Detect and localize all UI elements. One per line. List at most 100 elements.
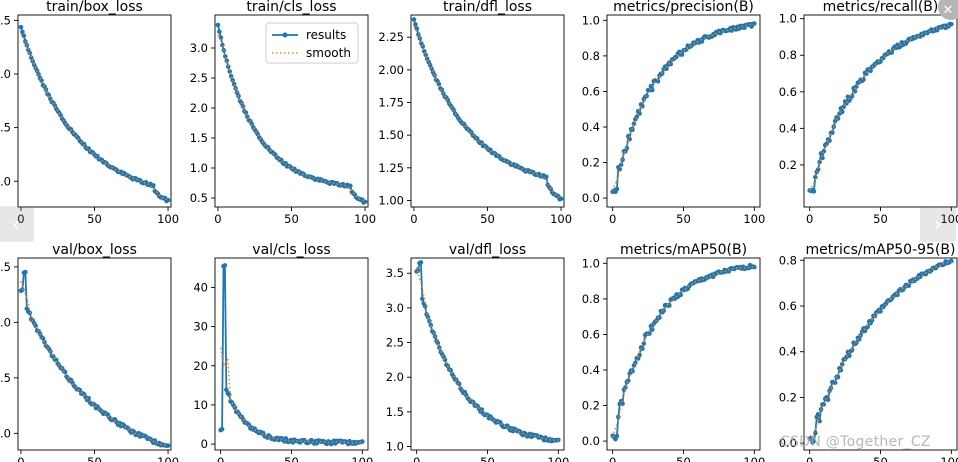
- smooth-line: [809, 24, 952, 192]
- x-tick-label: 100: [550, 212, 572, 226]
- results-point: [624, 145, 630, 151]
- plot-frame: [214, 257, 369, 451]
- results-point: [226, 392, 232, 398]
- close-icon: ✕: [942, 2, 954, 18]
- y-tick-label: 0.4: [582, 363, 600, 377]
- y-tick-label: 1.0: [582, 256, 600, 270]
- smooth-line: [219, 347, 363, 444]
- smooth-line: [413, 26, 562, 199]
- plot-frame: [803, 14, 958, 208]
- results-point: [949, 21, 954, 27]
- chevron-right-icon: ›: [934, 212, 942, 236]
- plot-frame: [606, 14, 761, 208]
- results-point: [865, 324, 871, 330]
- results-point: [18, 24, 24, 30]
- smooth-line: [217, 34, 366, 202]
- results-point: [640, 346, 645, 352]
- x-tick-label: 0: [413, 455, 420, 462]
- results-point: [815, 167, 821, 172]
- y-tick-label: 1.0: [0, 174, 11, 188]
- y-tick-label: 2.5: [0, 260, 11, 274]
- chart-title: metrics/mAP50(B): [620, 242, 747, 258]
- results-point: [832, 380, 838, 385]
- x-tick-label: 50: [480, 212, 495, 226]
- y-tick-label: 0.5: [190, 191, 208, 205]
- results-point: [348, 183, 353, 189]
- smooth-line: [415, 266, 559, 442]
- results-point: [224, 58, 230, 64]
- y-tick-label: 0.8: [779, 253, 797, 267]
- x-tick-label: 100: [743, 455, 765, 462]
- y-tick-label: 1.5: [0, 371, 11, 385]
- results-point: [650, 87, 655, 93]
- results-point: [20, 287, 25, 293]
- legend: results smooth: [265, 22, 359, 64]
- x-tick-label: 0: [17, 212, 24, 226]
- next-image-button[interactable]: ›: [920, 206, 956, 242]
- y-tick-label: 0.4: [582, 120, 600, 134]
- x-tick-label: 0: [410, 212, 417, 226]
- results-point: [655, 78, 661, 84]
- x-tick-label: 100: [354, 212, 376, 226]
- y-tick-label: 3.0: [386, 301, 404, 315]
- legend-results-label: results: [306, 28, 346, 42]
- results-line: [20, 270, 169, 447]
- results-point: [232, 405, 238, 410]
- x-tick-label: 50: [87, 212, 102, 226]
- y-tick-label: 3.5: [386, 266, 404, 280]
- x-tick-label: 0: [806, 455, 813, 462]
- results-point: [225, 64, 231, 69]
- x-tick-label: 50: [676, 212, 691, 226]
- y-tick-label: 1.0: [386, 440, 404, 454]
- results-point: [664, 66, 669, 72]
- results-point: [811, 189, 817, 194]
- results-point: [435, 340, 441, 346]
- x-tick-label: 100: [547, 455, 569, 462]
- results-line: [20, 26, 169, 203]
- results-point: [657, 315, 662, 320]
- chart-title: val/cls_loss: [252, 242, 330, 258]
- results-point: [839, 109, 845, 115]
- results-line: [809, 259, 952, 445]
- chart-title: train/box_loss: [46, 0, 143, 15]
- chart-title: metrics/precision(B): [613, 0, 754, 15]
- results-point: [895, 292, 900, 298]
- y-tick-label: 0.8: [779, 48, 797, 62]
- results-point: [411, 17, 417, 22]
- y-tick-label: 0.6: [582, 84, 600, 98]
- chart-val-box-loss: val/box_loss 0 50 100 1.0 1.5 2.0 2.5: [0, 242, 179, 462]
- y-tick-label: 1.0: [0, 426, 11, 440]
- y-tick-label: 0.4: [779, 121, 797, 135]
- chart-title: metrics/mAP50-95(B): [806, 242, 956, 258]
- previous-image-button[interactable]: ‹: [0, 206, 34, 242]
- y-tick-label: 20: [193, 359, 208, 373]
- x-tick-label: 0: [217, 455, 224, 462]
- chevron-left-icon: ‹: [12, 212, 20, 236]
- y-tick-label: 0.0: [582, 434, 600, 448]
- results-point: [618, 162, 624, 167]
- chart-train-dfl-loss: train/dfl_loss 0 50 100 1.00 1.25 1.50 1.75 2.00…: [378, 0, 572, 226]
- y-tick-label: 0.0: [779, 436, 797, 450]
- x-tick-label: 100: [743, 212, 765, 226]
- y-tick-label: 1.0: [190, 161, 208, 175]
- y-tick-label: 0.6: [582, 327, 600, 341]
- smooth-line: [20, 33, 169, 201]
- results-point: [360, 439, 365, 444]
- results-point: [217, 29, 222, 35]
- results-point: [165, 443, 171, 448]
- y-tick-label: 2.5: [386, 336, 404, 350]
- results-point: [544, 174, 549, 180]
- results-point: [813, 430, 818, 436]
- x-tick-label: 50: [87, 455, 102, 462]
- y-tick-label: 0.6: [779, 299, 797, 313]
- close-button[interactable]: ✕: [938, 0, 958, 20]
- y-tick-label: 0.6: [779, 85, 797, 99]
- results-line: [809, 23, 952, 194]
- y-tick-label: 1.5: [386, 405, 404, 419]
- x-tick-label: 100: [157, 455, 179, 462]
- y-tick-label: 2.0: [386, 370, 404, 384]
- chart-val-dfl-loss: val/dfl_loss 0 50 100 1.0 1.5 2.0 2.5 3.0 3.5: [386, 242, 570, 462]
- y-tick-label: 2.25: [378, 30, 404, 44]
- x-tick-label: 0: [609, 212, 616, 226]
- results-point: [415, 268, 421, 273]
